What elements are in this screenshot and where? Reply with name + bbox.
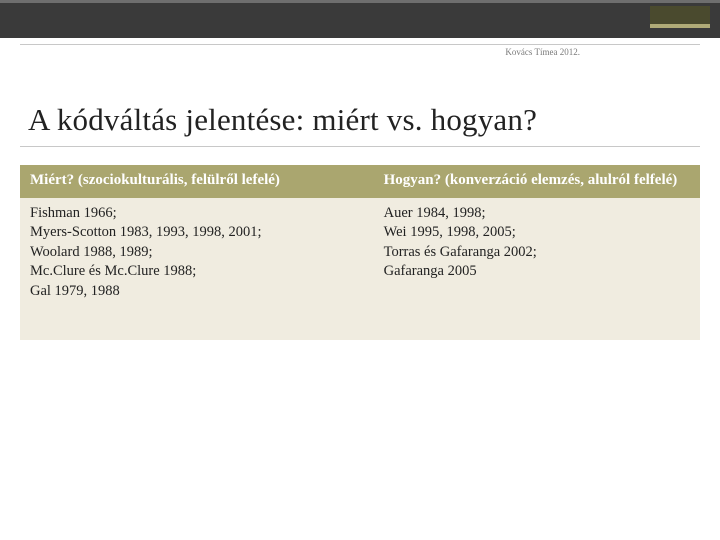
table-header-why: Miért? (szociokulturális, felülről lefel… [20,165,374,198]
cell-why-refs: Fishman 1966; Myers-Scotton 1983, 1993, … [20,198,374,340]
table-row: Fishman 1966; Myers-Scotton 1983, 1993, … [20,198,700,340]
table-header-how: Hogyan? (konverzáció elemzés, alulról fe… [374,165,700,198]
top-bar [0,0,720,38]
ref-line: Gafaranga 2005 [384,262,690,282]
ref-line: Torras és Gafaranga 2002; [384,243,690,263]
ref-line: Wei 1995, 1998, 2005; [384,223,690,243]
ref-line: Mc.Clure és Mc.Clure 1988; [30,262,364,282]
ref-line: Woolard 1988, 1989; [30,243,364,263]
author-label: Kovács Tímea 2012. [505,47,580,57]
table-header-row: Miért? (szociokulturális, felülről lefel… [20,165,700,198]
top-bar-accent [650,6,710,28]
comparison-table: Miért? (szociokulturális, felülről lefel… [20,165,700,340]
ref-line: Fishman 1966; [30,204,364,224]
ref-line: Gal 1979, 1988 [30,282,364,302]
ref-line: Myers-Scotton 1983, 1993, 1998, 2001; [30,223,364,243]
page-title: A kódváltás jelentése: miért vs. hogyan? [28,102,700,138]
ref-line: Auer 1984, 1998; [384,204,690,224]
cell-how-refs: Auer 1984, 1998; Wei 1995, 1998, 2005; T… [374,198,700,340]
title-underline [20,146,700,147]
header-rule: Kovács Tímea 2012. [20,44,700,62]
